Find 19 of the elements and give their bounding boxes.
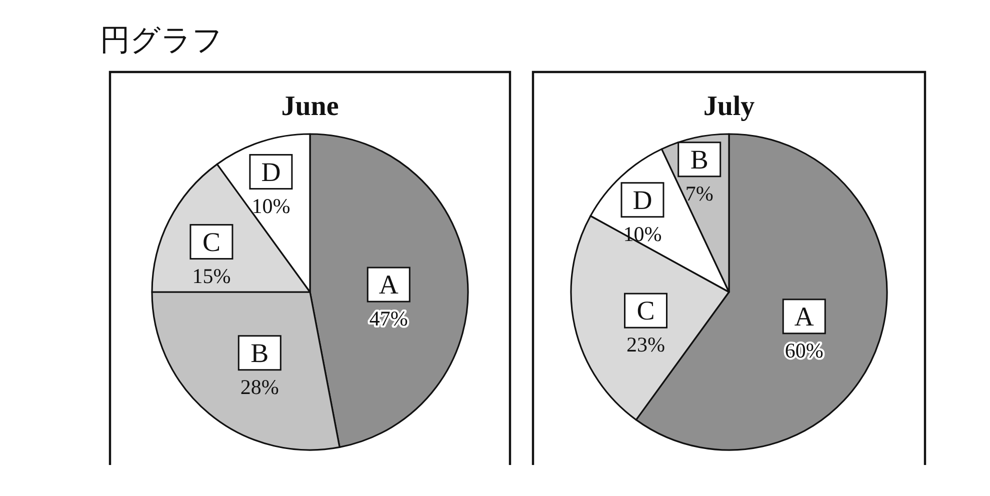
slice-label: D	[261, 156, 281, 187]
slice-label: B	[690, 144, 708, 174]
data-label: 28%	[240, 374, 279, 399]
data-label: 23%	[626, 332, 665, 357]
data-label: 47%	[369, 306, 408, 331]
slice-label: A	[794, 301, 814, 332]
chart-title: July	[703, 91, 755, 122]
slice-label: B	[250, 338, 269, 368]
slice-label: A	[378, 270, 399, 300]
slice-label: D	[632, 184, 652, 215]
data-label: 60%	[784, 338, 824, 362]
data-label: 10%	[623, 222, 662, 246]
slice-label: C	[636, 296, 655, 326]
data-label: 7%	[685, 181, 714, 206]
slice-label: C	[202, 226, 220, 257]
text: 円グラフ	[100, 24, 223, 57]
data-label: 10%	[252, 194, 290, 218]
data-label: 15%	[192, 264, 231, 288]
chart-title: June	[281, 91, 339, 122]
